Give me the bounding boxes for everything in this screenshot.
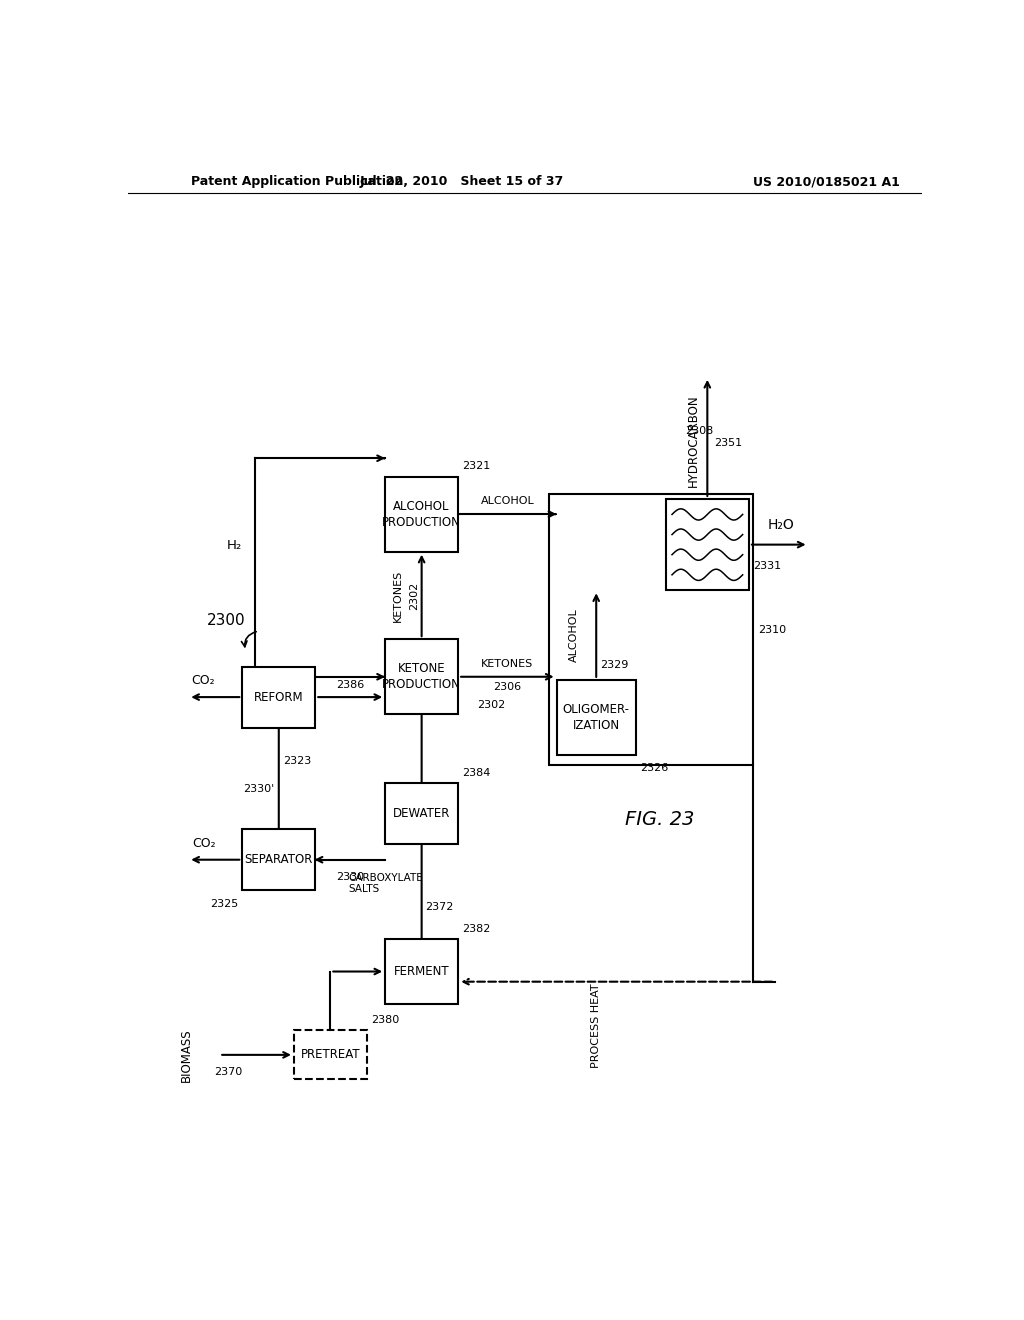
Text: PRETREAT: PRETREAT bbox=[301, 1048, 360, 1061]
Bar bbox=[666, 499, 749, 590]
Text: US 2010/0185021 A1: US 2010/0185021 A1 bbox=[753, 176, 900, 189]
Text: ALCOHOL
PRODUCTION: ALCOHOL PRODUCTION bbox=[382, 500, 461, 528]
Text: 2308: 2308 bbox=[685, 426, 714, 436]
Text: 2386: 2386 bbox=[336, 680, 365, 690]
Bar bbox=[385, 939, 458, 1005]
Text: REFORM: REFORM bbox=[254, 690, 303, 704]
Text: 2329: 2329 bbox=[600, 660, 629, 669]
Text: Patent Application Publication: Patent Application Publication bbox=[191, 176, 403, 189]
Text: 2380: 2380 bbox=[371, 1015, 399, 1026]
Text: ALCOHOL: ALCOHOL bbox=[480, 496, 535, 506]
Text: CO₂: CO₂ bbox=[190, 675, 214, 686]
Text: 2300: 2300 bbox=[207, 612, 246, 628]
Text: CARBOXYLATE
SALTS: CARBOXYLATE SALTS bbox=[348, 873, 423, 895]
Text: DEWATER: DEWATER bbox=[393, 808, 451, 821]
Text: 2382: 2382 bbox=[462, 924, 490, 935]
Text: 2306: 2306 bbox=[494, 682, 521, 692]
Text: 2331: 2331 bbox=[753, 561, 781, 572]
Text: KETONE
PRODUCTION: KETONE PRODUCTION bbox=[382, 663, 461, 692]
Bar bbox=[385, 639, 458, 714]
Text: 2323: 2323 bbox=[284, 756, 311, 766]
Bar bbox=[556, 680, 636, 755]
Text: FERMENT: FERMENT bbox=[394, 965, 450, 978]
Bar bbox=[294, 1031, 367, 1080]
Text: BIOMASS: BIOMASS bbox=[179, 1028, 193, 1081]
Text: 2330: 2330 bbox=[336, 873, 365, 882]
Text: SEPARATOR: SEPARATOR bbox=[245, 853, 313, 866]
Text: CO₂: CO₂ bbox=[193, 837, 216, 850]
Bar bbox=[243, 829, 315, 890]
Text: FIG. 23: FIG. 23 bbox=[625, 810, 694, 829]
Text: ALCOHOL: ALCOHOL bbox=[569, 609, 579, 661]
Text: 2330': 2330' bbox=[243, 784, 274, 793]
Bar bbox=[549, 494, 753, 766]
Text: 2302: 2302 bbox=[477, 701, 506, 710]
Bar bbox=[385, 477, 458, 552]
Bar bbox=[243, 667, 315, 727]
Text: 2384: 2384 bbox=[462, 768, 490, 779]
Text: 2325: 2325 bbox=[210, 899, 239, 908]
Text: H₂: H₂ bbox=[226, 540, 242, 552]
Text: 2351: 2351 bbox=[714, 438, 741, 447]
Text: KETONES: KETONES bbox=[481, 659, 534, 669]
Text: OLIGOMER-
IZATION: OLIGOMER- IZATION bbox=[563, 704, 630, 731]
Text: PROCESS HEAT: PROCESS HEAT bbox=[591, 983, 601, 1068]
Text: 2321: 2321 bbox=[462, 462, 490, 471]
Text: 2372: 2372 bbox=[426, 902, 454, 912]
Text: 2310: 2310 bbox=[758, 624, 785, 635]
Text: H₂O: H₂O bbox=[767, 519, 794, 532]
Text: Jul. 22, 2010   Sheet 15 of 37: Jul. 22, 2010 Sheet 15 of 37 bbox=[359, 176, 563, 189]
Text: 2326: 2326 bbox=[640, 763, 668, 774]
Text: KETONES: KETONES bbox=[393, 569, 402, 622]
Text: 2302: 2302 bbox=[409, 581, 419, 610]
Text: 2370: 2370 bbox=[214, 1068, 242, 1077]
Text: HYDROCARBON: HYDROCARBON bbox=[686, 395, 699, 487]
Bar bbox=[385, 784, 458, 845]
